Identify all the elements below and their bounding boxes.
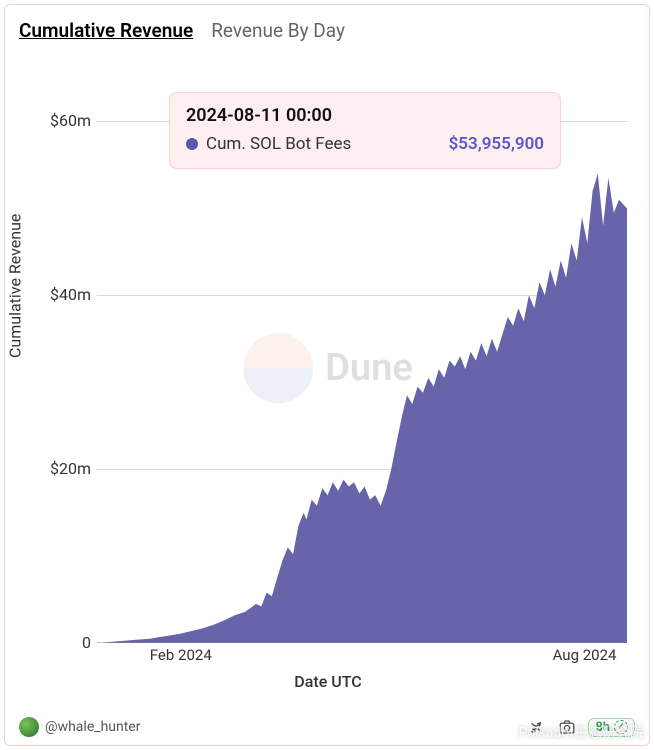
y-tick-label: 0 xyxy=(19,633,91,652)
tooltip-series-dot-icon xyxy=(186,138,198,150)
tooltip: 2024-08-11 00:00 Cum. SOL Bot Fees $53,9… xyxy=(169,92,561,169)
area-series xyxy=(97,174,627,643)
author-avatar-icon[interactable] xyxy=(19,717,39,737)
tab-cumulative-revenue[interactable]: Cumulative Revenue xyxy=(19,19,193,42)
tooltip-timestamp: 2024-08-11 00:00 xyxy=(186,105,544,126)
tooltip-value: $53,955,900 xyxy=(449,134,544,154)
check-icon: ✓ xyxy=(614,720,628,734)
x-tick-label: Feb 2024 xyxy=(150,646,212,664)
chart-area: Cumulative Revenue 0$20m$40m$60m Dune Fe… xyxy=(19,48,637,688)
y-tick-label: $40m xyxy=(19,285,91,304)
refresh-badge[interactable]: 8h ✓ xyxy=(588,718,635,737)
refresh-interval: 8h xyxy=(595,720,610,735)
x-tick-label: Aug 2024 xyxy=(553,646,617,664)
share-icon[interactable] xyxy=(528,718,546,736)
footer: @whale_hunter 8h ✓ xyxy=(19,717,635,737)
author-handle[interactable]: @whale_hunter xyxy=(45,719,140,735)
tab-revenue-by-day[interactable]: Revenue By Day xyxy=(211,19,345,42)
y-tick-label: $60m xyxy=(19,111,91,130)
chart-card: Cumulative Revenue Revenue By Day Cumula… xyxy=(4,4,650,746)
x-axis-label: Date UTC xyxy=(294,672,361,691)
tabs: Cumulative Revenue Revenue By Day xyxy=(19,19,635,42)
tooltip-series-name: Cum. SOL Bot Fees xyxy=(206,134,351,154)
y-tick-label: $20m xyxy=(19,459,91,478)
camera-icon[interactable] xyxy=(558,718,576,736)
